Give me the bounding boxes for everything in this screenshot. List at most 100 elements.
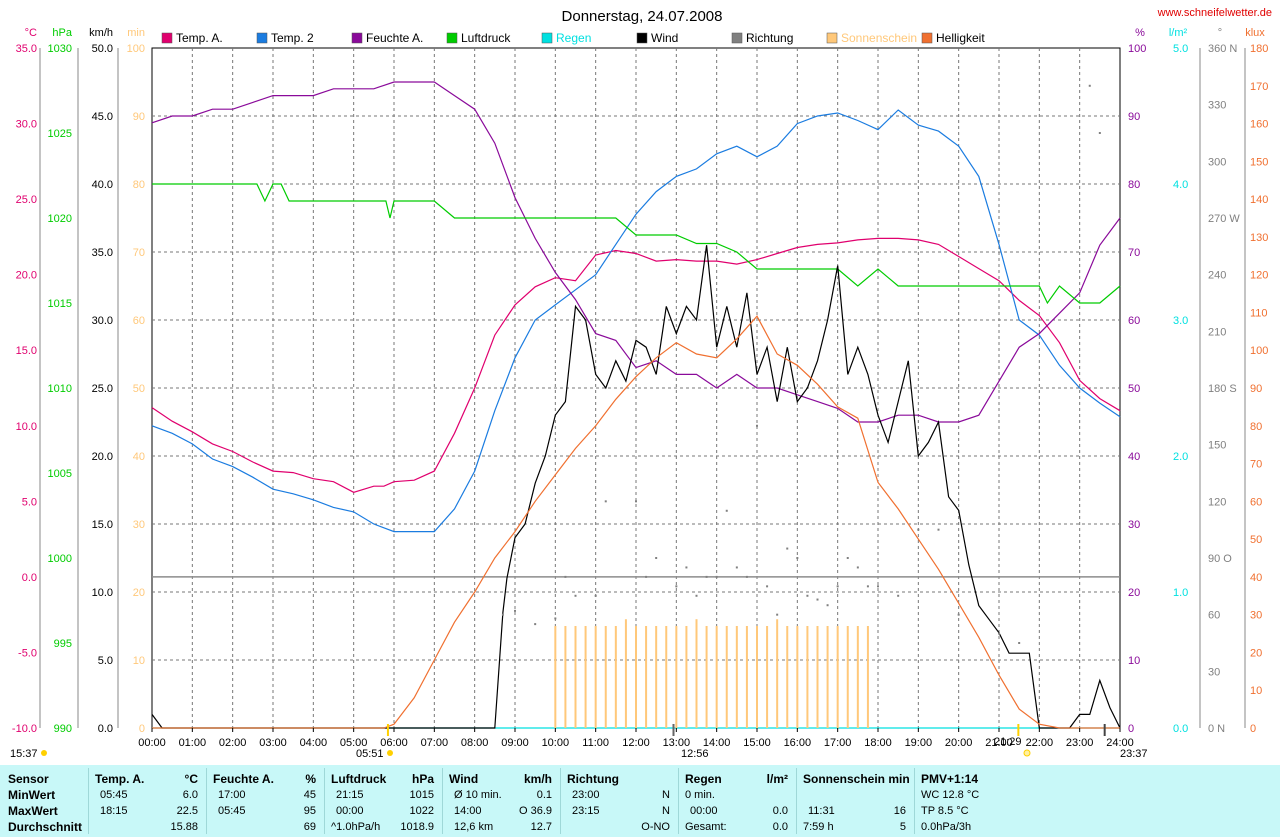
weather-chart: Donnerstag, 24.07.2008 www.schneifelwett…: [10, 7, 1272, 760]
legend-swatch: [636, 32, 648, 44]
axis-tick-rain: 0.0: [1173, 723, 1188, 735]
hum-max-time: 05:45: [218, 805, 246, 817]
direction-point: [501, 613, 504, 616]
axis-tick-dir: 0 N: [1208, 723, 1225, 735]
axis-tick-wind: 10.0: [92, 587, 113, 599]
axis-tick-klux: 100: [1250, 345, 1268, 357]
wind-max-value: O 36.9: [518, 805, 552, 817]
axis-tick-temp: 20.0: [16, 270, 37, 282]
direction-point: [604, 500, 607, 503]
press-avg-value: 1018.9: [400, 821, 434, 833]
axis-unit-rain: l/m²: [1169, 27, 1188, 39]
temp-header: Temp. A.: [95, 772, 145, 786]
axis-tick-rain: 1.0: [1173, 587, 1188, 599]
dir-max-value: N: [662, 805, 670, 817]
wind-avg-value: 12.7: [530, 821, 552, 833]
axis-tick-temp: 35.0: [16, 43, 37, 55]
direction-point: [685, 566, 688, 569]
temp-avg-value: 15.88: [170, 821, 198, 833]
axis-tick-klux: 40: [1250, 572, 1262, 584]
legend-swatch: [921, 32, 933, 44]
legend-label: Luftdruck: [461, 31, 511, 45]
axis-tick-sun: 90: [133, 111, 145, 123]
legend-label: Temp. 2: [271, 31, 314, 45]
wind-distance: 12,6 km: [454, 821, 494, 833]
hum-min-value: 45: [303, 789, 316, 801]
direction-point: [756, 424, 758, 427]
hum-max-value: 95: [303, 805, 316, 817]
direction-point: [836, 585, 839, 588]
x-axis-tick: 17:00: [824, 737, 852, 749]
start-sun-icon: [41, 750, 47, 756]
axis-unit-press: hPa: [52, 27, 72, 39]
right-axes: %1009080706050403020100l/m²5.04.03.02.01…: [1128, 27, 1268, 735]
axis-tick-wind: 35.0: [92, 247, 113, 259]
direction-point: [766, 585, 769, 588]
site-url[interactable]: www.schneifelwetter.de: [1157, 7, 1272, 19]
axis-tick-temp: -5.0: [18, 647, 37, 659]
axis-tick-dir: 270 W: [1208, 213, 1240, 225]
legend-swatch: [351, 32, 363, 44]
hum-avg-value: 69: [303, 821, 316, 833]
rain-max-value: 0.0: [772, 805, 788, 817]
axis-tick-press: 1030: [48, 43, 72, 55]
axis-unit-dir: °: [1218, 27, 1222, 39]
wind-header: Wind: [449, 772, 479, 786]
legend-label: Regen: [556, 31, 591, 45]
axis-tick-dir: 210: [1208, 326, 1226, 338]
axis-tick-sun: 70: [133, 247, 145, 259]
axis-tick-klux: 50: [1250, 534, 1262, 546]
x-axis-tick: 21:00: [985, 737, 1013, 749]
axis-tick-hum: 30: [1128, 519, 1140, 531]
axis-tick-sun: 100: [127, 43, 145, 55]
axis-tick-klux: 10: [1250, 685, 1262, 697]
dir-min-time: 23:00: [572, 789, 600, 801]
axis-tick-klux: 80: [1250, 421, 1262, 433]
direction-point: [564, 575, 567, 578]
x-axis-tick: 06:00: [380, 737, 408, 749]
hum-min-time: 17:00: [218, 789, 246, 801]
rain-total-label: Gesamt:: [685, 821, 727, 833]
axis-tick-temp: 25.0: [16, 194, 37, 206]
sunrise-label: 05:51: [356, 748, 384, 760]
axis-tick-wind: 5.0: [98, 655, 113, 667]
series-line-temp-a-: [151, 237, 1121, 493]
dir-header: Richtung: [567, 772, 619, 786]
x-axis-tick: 11:00: [582, 737, 609, 749]
axis-tick-sun: 30: [133, 519, 145, 531]
axis-tick-sun: 80: [133, 179, 145, 191]
axis-tick-klux: 20: [1250, 647, 1262, 659]
direction-point: [998, 632, 1000, 635]
press-min-time: 21:15: [336, 789, 364, 801]
direction-point: [594, 594, 597, 597]
axis-tick-wind: 30.0: [92, 315, 113, 327]
axis-tick-dir: 300: [1208, 156, 1226, 168]
press-unit: hPa: [411, 772, 434, 786]
axis-tick-temp: 0.0: [22, 572, 37, 584]
dir-min-value: N: [662, 789, 670, 801]
legend-label: Helligkeit: [936, 31, 985, 45]
axis-tick-sun: 40: [133, 451, 145, 463]
wind-max-time: 14:00: [454, 805, 482, 817]
axis-tick-wind: 25.0: [92, 383, 113, 395]
axis-tick-klux: 130: [1250, 232, 1268, 244]
direction-point: [796, 557, 799, 559]
direction-point: [1098, 132, 1101, 134]
legend-label: Richtung: [746, 31, 793, 45]
direction-point: [745, 575, 748, 578]
axis-tick-press: 990: [54, 723, 72, 735]
direction-point: [635, 500, 637, 503]
axis-tick-klux: 140: [1250, 194, 1268, 206]
solar-noon-label: 12:56: [681, 748, 709, 760]
legend-swatch: [161, 32, 173, 44]
axis-tick-wind: 45.0: [92, 111, 113, 123]
sun-header: Sonnenschein min: [803, 772, 910, 786]
axis-tick-sun: 50: [133, 383, 145, 395]
x-axis-tick: 01:00: [179, 737, 207, 749]
press-header: Luftdruck: [331, 772, 387, 786]
x-axis-tick: 07:00: [421, 737, 449, 749]
axis-tick-klux: 30: [1250, 610, 1262, 622]
x-axis-tick: 02:00: [219, 737, 247, 749]
press-trend: ^1.0hPa/h: [331, 821, 381, 833]
rain-unit: l/m²: [766, 772, 788, 786]
